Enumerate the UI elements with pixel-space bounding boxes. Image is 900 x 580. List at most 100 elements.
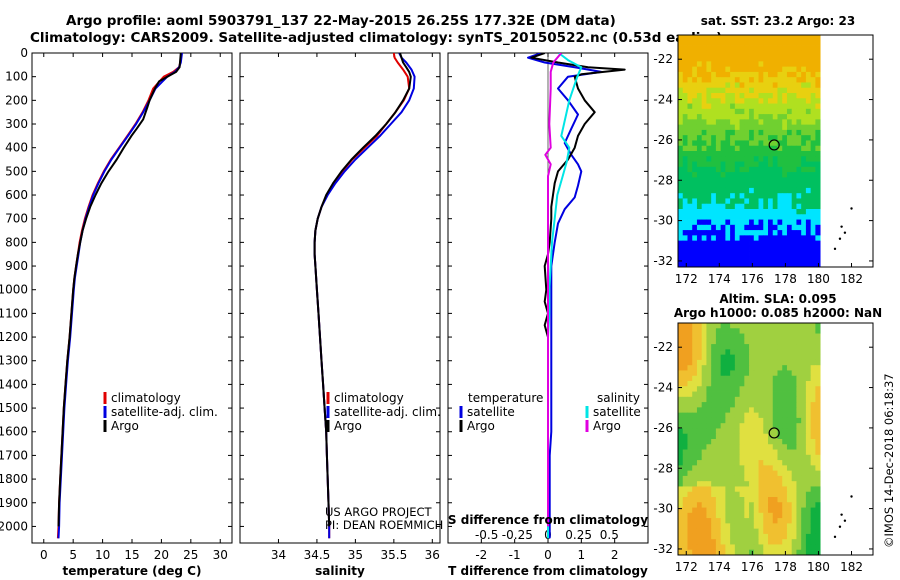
map-cell xyxy=(720,507,726,514)
map-cell xyxy=(749,412,755,419)
map-cell xyxy=(782,338,788,345)
map-cell xyxy=(696,251,703,257)
map-cell xyxy=(678,251,684,257)
map-cell xyxy=(701,114,707,120)
map-cell xyxy=(763,323,769,329)
map-cell xyxy=(744,135,750,141)
map-cell xyxy=(782,323,788,329)
map-cell xyxy=(758,140,764,147)
map-cell xyxy=(758,129,764,136)
map-cell xyxy=(730,166,736,173)
map-cell xyxy=(801,475,807,482)
map-cell xyxy=(706,93,712,99)
map-cell xyxy=(805,323,812,329)
map-cell xyxy=(744,261,750,268)
map-cell xyxy=(753,365,759,371)
map-cell xyxy=(753,224,759,231)
map-cell xyxy=(678,412,684,419)
map-cell xyxy=(682,433,688,440)
legend-label-argo: Argo xyxy=(111,419,139,433)
map-cell xyxy=(744,402,750,408)
map-cell xyxy=(744,177,750,184)
map-cell xyxy=(805,230,812,236)
map-cell xyxy=(810,465,816,472)
map-cell xyxy=(687,512,693,519)
map-cell xyxy=(753,135,759,141)
map-cell xyxy=(786,71,793,78)
map-cell xyxy=(815,402,821,408)
map-cell xyxy=(768,256,774,263)
map-cell xyxy=(772,151,778,157)
map-cell xyxy=(791,544,797,551)
map-cell xyxy=(678,365,684,371)
map-cell xyxy=(786,198,793,205)
map-cell xyxy=(744,209,750,215)
map-cell xyxy=(720,491,726,498)
map-cell xyxy=(692,251,698,257)
map-cell xyxy=(782,261,788,268)
map-cell xyxy=(772,407,778,414)
map-cell xyxy=(730,119,736,126)
map-cell xyxy=(768,475,774,482)
map-cell xyxy=(772,261,778,268)
map-cell xyxy=(758,177,764,184)
map-cell xyxy=(701,497,707,503)
map-cell xyxy=(715,460,722,466)
map-cell xyxy=(782,349,788,356)
map-cell xyxy=(805,224,812,231)
map-cell xyxy=(692,103,698,110)
map-cell xyxy=(749,481,755,487)
map-cell xyxy=(692,433,698,440)
map-cell xyxy=(711,370,717,377)
map-cell xyxy=(701,135,707,141)
map-cell xyxy=(753,66,759,73)
map-cell xyxy=(701,365,707,371)
map-cell xyxy=(801,502,807,508)
map-cell xyxy=(763,333,769,340)
x-tick-label: 36 xyxy=(425,548,440,562)
map-cell xyxy=(678,359,684,366)
map-cell xyxy=(730,151,736,157)
map-cell xyxy=(682,470,688,477)
map-cell xyxy=(796,433,802,440)
map-cell xyxy=(810,549,816,556)
map-cell xyxy=(763,103,769,110)
map-cell xyxy=(805,475,812,482)
map-cell xyxy=(749,61,755,68)
map-cell xyxy=(796,156,802,162)
map-cell xyxy=(810,219,816,226)
legend-label-t-argo: Argo xyxy=(467,419,495,433)
map-cell xyxy=(696,523,703,530)
map-cell xyxy=(725,391,731,398)
map-cell xyxy=(715,40,722,46)
map-cell xyxy=(791,209,797,215)
map-cell xyxy=(749,486,755,493)
map-cell xyxy=(715,386,722,392)
map-cell xyxy=(730,344,736,350)
map-cell xyxy=(772,375,778,382)
map-cell xyxy=(701,402,707,408)
map-cell xyxy=(744,539,750,545)
map-cell xyxy=(777,428,783,435)
map-cell xyxy=(734,82,740,89)
map-cell xyxy=(678,454,684,461)
map-cell xyxy=(796,523,802,530)
map-cell xyxy=(678,370,684,377)
map-cell xyxy=(696,235,703,242)
map-cell xyxy=(696,344,703,350)
map-cell xyxy=(786,349,793,356)
map-cell xyxy=(715,507,722,514)
y-tick-label: 500 xyxy=(5,164,28,178)
map-cell xyxy=(749,261,755,268)
map-cell xyxy=(715,209,722,215)
map-cell xyxy=(701,375,707,382)
map-cell xyxy=(711,235,717,242)
map-cell xyxy=(753,470,759,477)
x-tick-label: 178 xyxy=(774,272,797,286)
map-cell xyxy=(786,386,793,392)
map-cell xyxy=(805,198,812,205)
x-tick-label: 15 xyxy=(124,548,139,562)
map-cell xyxy=(715,354,722,361)
map-cell xyxy=(706,35,712,41)
map-cell xyxy=(796,470,802,477)
